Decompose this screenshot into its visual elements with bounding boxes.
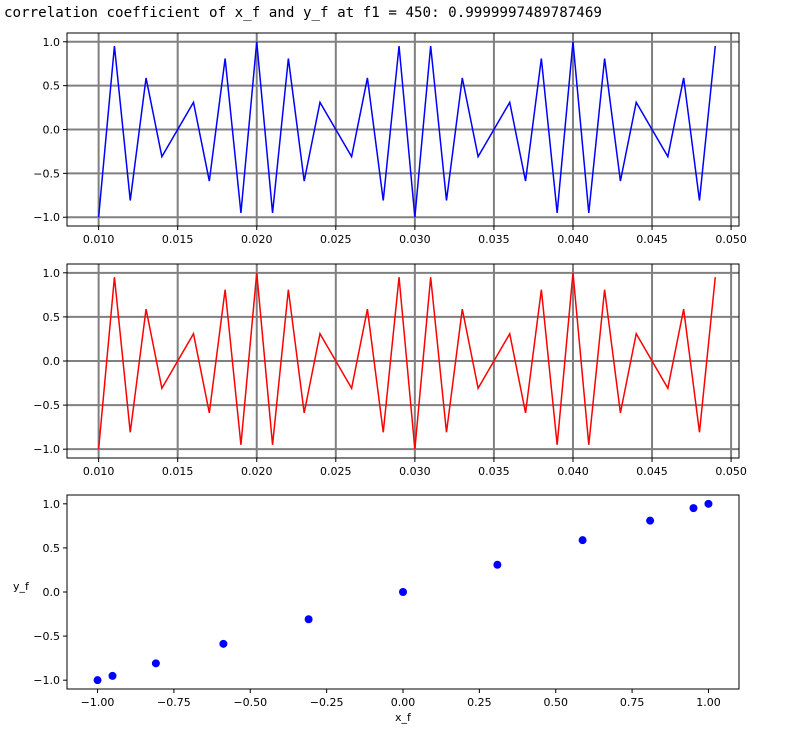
y-tick-label: 0.5: [43, 80, 61, 93]
y-tick-label: 1.0: [43, 36, 61, 49]
x-tick-label: 0.040: [557, 465, 589, 478]
x-tick-label: 0.015: [162, 233, 194, 246]
y-tick-label: −0.5: [33, 167, 60, 180]
x-tick-label: 0.020: [241, 233, 273, 246]
y-tick-label: 0.0: [43, 586, 61, 599]
x-tick-label: 0.010: [83, 465, 115, 478]
y-tick-label: 0.0: [43, 355, 61, 368]
y-tick-label: −1.0: [33, 443, 60, 456]
x-tick-label: 0.025: [320, 233, 352, 246]
x-tick-label: 0.025: [320, 465, 352, 478]
series-line: [97, 41, 717, 218]
y-tick-label: 1.0: [43, 498, 61, 511]
signal-x-f-plot: 0.010 0.015 0.020 0.025 0.030 0.035 0.040 0.045…: [33, 32, 747, 246]
y-tick-label: −0.5: [33, 630, 60, 643]
x-tick-label: 0.50: [543, 696, 568, 709]
y-tick-label: −0.5: [33, 399, 60, 412]
x-tick-label: −0.50: [233, 696, 267, 709]
scatter-point: [304, 615, 313, 624]
series-line: [97, 272, 717, 450]
x-tick-label: 0.030: [399, 465, 431, 478]
scatter-point: [689, 504, 698, 513]
scatter-point: [704, 499, 713, 508]
x-tick-label: 0.050: [715, 465, 747, 478]
scatter-point: [493, 560, 502, 569]
scatter-point: [93, 676, 102, 685]
y-tick-label: −1.0: [33, 211, 60, 224]
x-tick-label: 0.045: [636, 233, 668, 246]
x-tick-label: 0.050: [715, 233, 747, 246]
y-axis-label: y_f: [13, 580, 30, 593]
x-tick-label: 0.030: [399, 233, 431, 246]
x-tick-label: 0.035: [478, 465, 510, 478]
y-tick-label: 0.5: [43, 542, 61, 555]
x-tick-label: 0.035: [478, 233, 510, 246]
scatter-point: [399, 588, 407, 596]
scatter-point: [151, 659, 160, 668]
x-axis-label: x_f: [395, 711, 412, 724]
x-tick-label: 0.010: [83, 233, 115, 246]
x-tick-label: −0.25: [310, 696, 344, 709]
x-tick-label: −1.00: [81, 696, 115, 709]
y-tick-label: 0.0: [43, 124, 61, 137]
scatter-point: [578, 536, 587, 545]
scatter-x-f-vs-y-f-plot: −1.00 −0.75 −0.50 −0.25 0.00 0.25 0.50 0.75 1.00…: [13, 494, 740, 724]
correlation-printout: correlation coefficient of x_f and y_f a…: [4, 5, 602, 21]
x-tick-label: 0.75: [620, 696, 645, 709]
x-tick-label: 0.020: [241, 465, 273, 478]
y-tick-label: −1.0: [33, 674, 60, 687]
scatter-point: [108, 671, 117, 680]
signal-y-f-plot: 0.010 0.015 0.020 0.025 0.030 0.035 0.040 0.045…: [33, 263, 747, 478]
scatter-point: [219, 639, 228, 648]
x-tick-label: 1.00: [696, 696, 721, 709]
x-tick-label: 0.040: [557, 233, 589, 246]
x-tick-label: 0.25: [467, 696, 492, 709]
x-tick-label: 0.00: [391, 696, 416, 709]
y-tick-label: 1.0: [43, 267, 61, 280]
scatter-point: [646, 516, 655, 525]
x-tick-label: −0.75: [157, 696, 191, 709]
x-tick-label: 0.015: [162, 465, 194, 478]
y-tick-label: 0.5: [43, 311, 61, 324]
x-tick-label: 0.045: [636, 465, 668, 478]
